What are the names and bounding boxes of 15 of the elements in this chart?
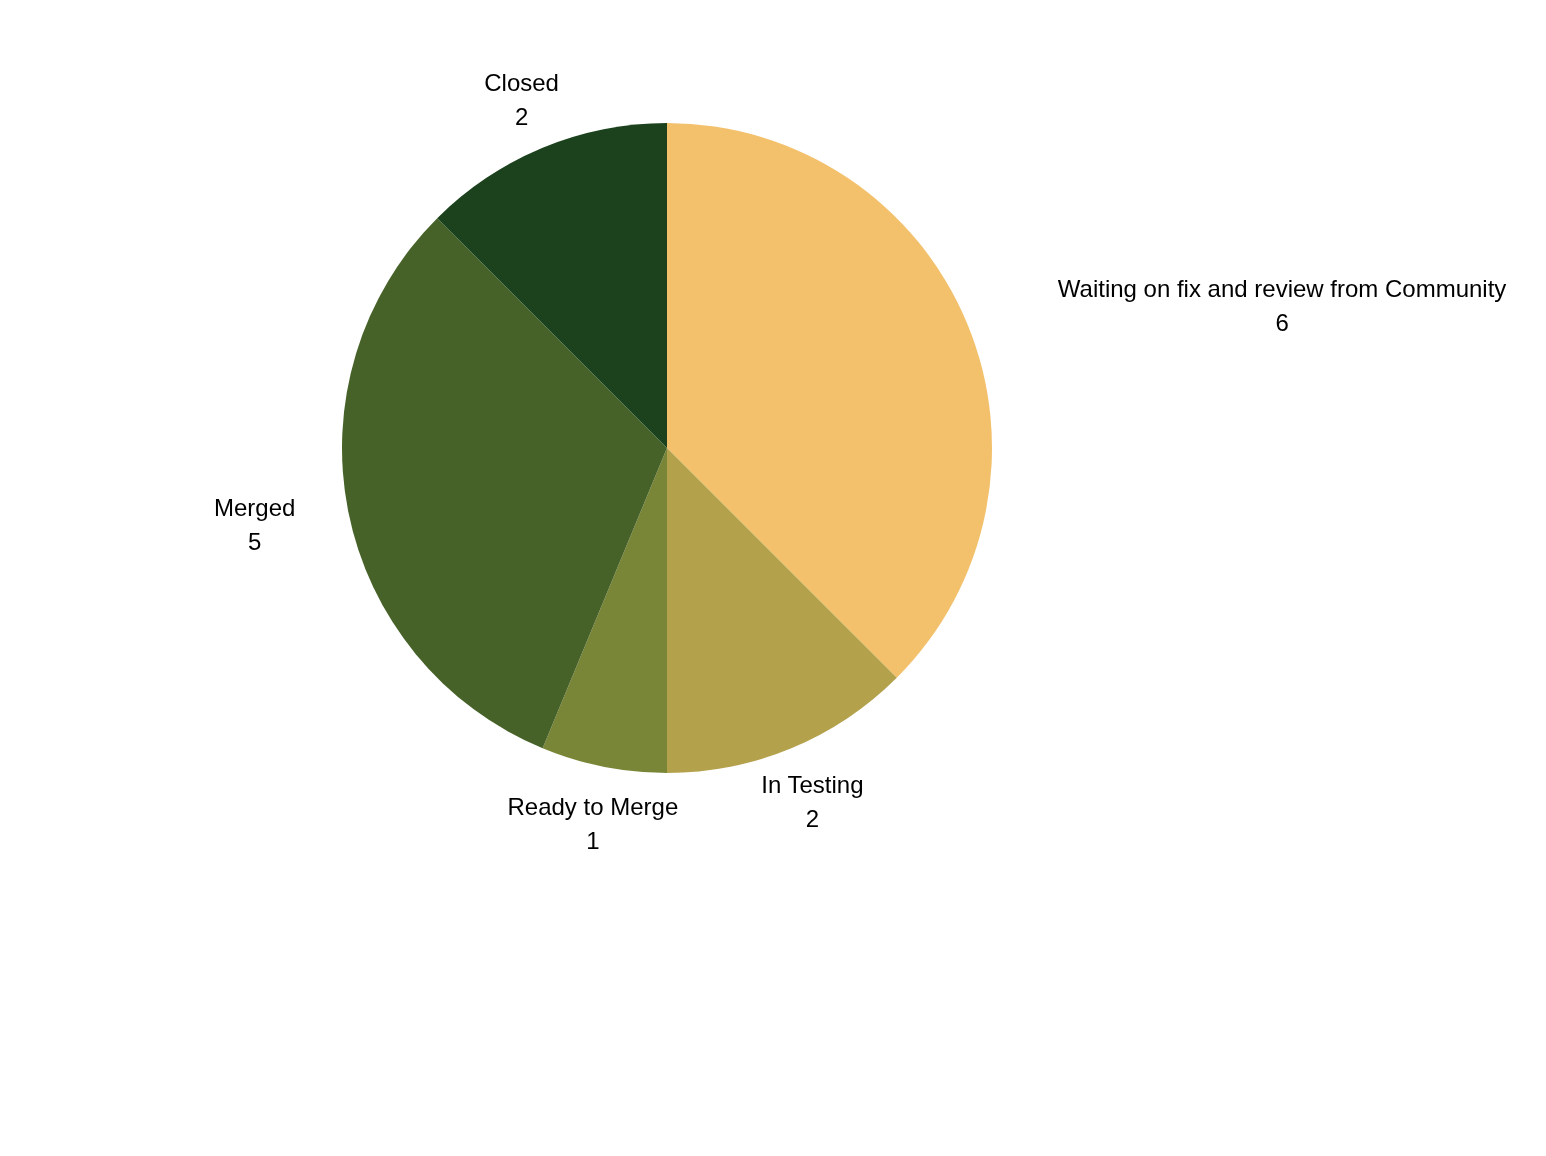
- slice-label: Ready to Merge: [507, 792, 679, 820]
- data-label: 1: [586, 826, 600, 854]
- data-label: 5: [248, 528, 262, 556]
- pie-slice: [342, 218, 667, 749]
- slice-label: Waiting on fix and review from Community: [1057, 274, 1507, 302]
- pie-slice: [437, 123, 667, 448]
- pie-slice: [667, 448, 897, 773]
- data-label: 2: [514, 102, 529, 130]
- data-label: 2: [805, 805, 820, 833]
- slice-label: In Testing: [761, 771, 864, 799]
- slice-label: Closed: [484, 68, 559, 96]
- pie-slice: [542, 448, 667, 773]
- data-label: 6: [1275, 308, 1289, 336]
- slice-label: Merged: [214, 494, 296, 522]
- pie-slice: [667, 123, 992, 678]
